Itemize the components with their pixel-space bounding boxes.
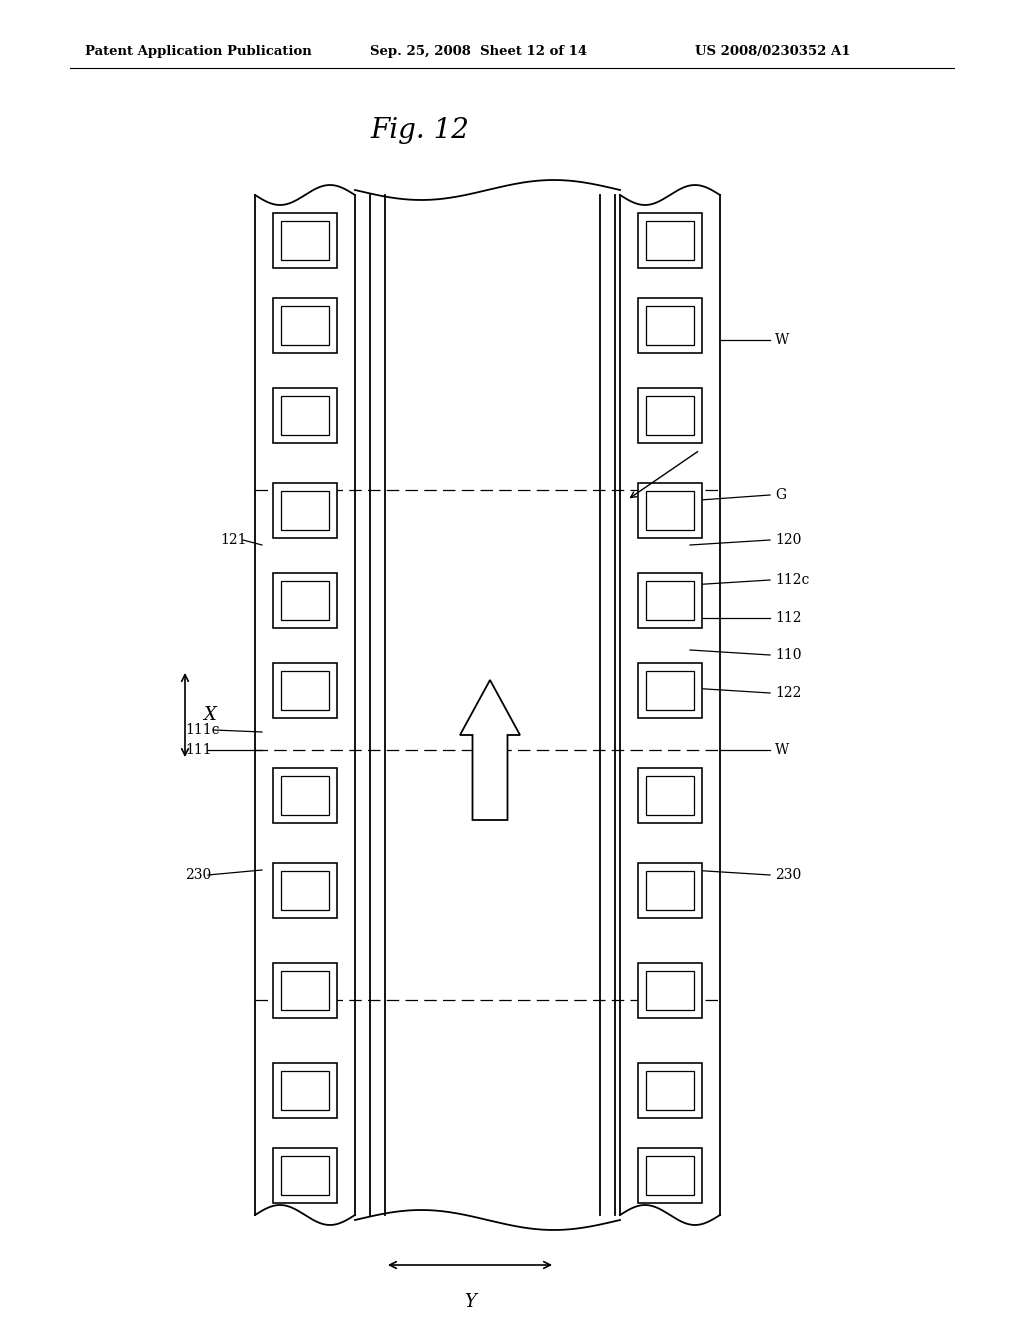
Bar xyxy=(646,871,694,909)
Bar xyxy=(646,396,694,436)
Bar xyxy=(281,972,329,1010)
Bar xyxy=(646,972,694,1010)
Bar xyxy=(281,776,329,814)
Text: 122: 122 xyxy=(775,686,802,700)
Bar xyxy=(281,396,329,436)
Text: 111: 111 xyxy=(185,743,212,756)
Bar xyxy=(273,863,337,917)
Bar xyxy=(646,776,694,814)
Bar xyxy=(281,1156,329,1195)
Bar xyxy=(638,1063,702,1118)
Text: W: W xyxy=(775,333,790,347)
Text: Y: Y xyxy=(464,1294,476,1311)
Bar xyxy=(281,491,329,531)
Bar xyxy=(638,768,702,822)
Bar xyxy=(273,388,337,444)
Bar xyxy=(646,491,694,531)
Bar xyxy=(638,663,702,718)
Text: Fig. 12: Fig. 12 xyxy=(371,116,469,144)
Text: 230: 230 xyxy=(775,869,801,882)
Bar xyxy=(281,1071,329,1110)
Bar xyxy=(273,213,337,268)
Bar xyxy=(646,220,694,260)
Bar xyxy=(646,1071,694,1110)
Text: Sep. 25, 2008  Sheet 12 of 14: Sep. 25, 2008 Sheet 12 of 14 xyxy=(370,45,587,58)
Bar xyxy=(273,483,337,539)
Bar xyxy=(638,388,702,444)
Bar xyxy=(273,1063,337,1118)
Text: 112: 112 xyxy=(775,611,802,624)
Text: Patent Application Publication: Patent Application Publication xyxy=(85,45,311,58)
Bar xyxy=(646,1156,694,1195)
Bar xyxy=(273,298,337,352)
Bar xyxy=(646,671,694,710)
Text: W: W xyxy=(775,743,790,756)
Bar xyxy=(646,581,694,620)
Bar xyxy=(281,220,329,260)
Bar xyxy=(281,581,329,620)
Text: 110: 110 xyxy=(775,648,802,663)
Bar xyxy=(273,663,337,718)
Bar xyxy=(646,306,694,345)
FancyArrow shape xyxy=(460,680,520,820)
Text: X: X xyxy=(203,706,216,723)
Bar xyxy=(273,1148,337,1203)
Bar xyxy=(273,964,337,1018)
Text: 121: 121 xyxy=(220,533,247,546)
Text: 111c: 111c xyxy=(185,723,219,737)
Bar xyxy=(281,871,329,909)
Text: 120: 120 xyxy=(775,533,802,546)
Bar xyxy=(638,863,702,917)
Bar xyxy=(638,573,702,628)
Text: US 2008/0230352 A1: US 2008/0230352 A1 xyxy=(695,45,851,58)
Bar xyxy=(638,964,702,1018)
Bar xyxy=(281,306,329,345)
Bar xyxy=(638,298,702,352)
Bar xyxy=(281,671,329,710)
Bar xyxy=(273,573,337,628)
Bar xyxy=(638,213,702,268)
Bar xyxy=(638,483,702,539)
Text: G: G xyxy=(775,488,786,502)
Text: 112c: 112c xyxy=(775,573,809,587)
Text: 230: 230 xyxy=(185,869,211,882)
Bar xyxy=(638,1148,702,1203)
Bar xyxy=(273,768,337,822)
